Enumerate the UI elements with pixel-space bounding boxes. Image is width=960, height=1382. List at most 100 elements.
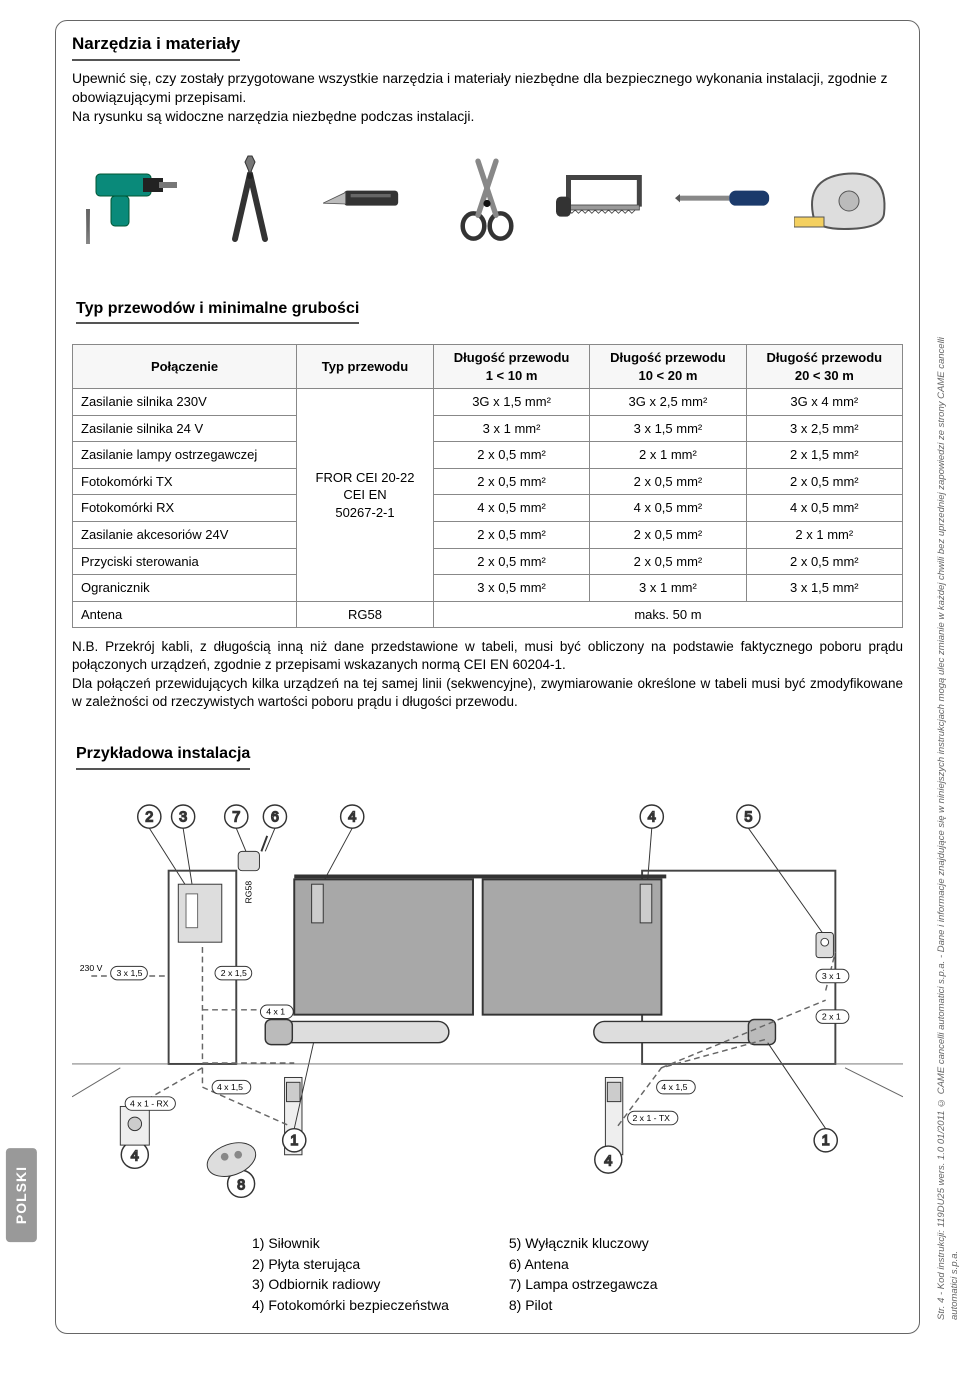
- cell-connection: Antena: [73, 601, 297, 628]
- svg-text:4: 4: [348, 809, 356, 825]
- cell-value: 2 x 0,5 mm²: [590, 548, 746, 575]
- cell-value: maks. 50 m: [433, 601, 902, 628]
- cutter-icon: [319, 154, 419, 244]
- svg-text:2 x 1: 2 x 1: [822, 1011, 841, 1021]
- tools-illustration-row: [72, 144, 903, 254]
- tools-section-title: Narzędzia i materiały: [72, 33, 240, 61]
- screwdriver-icon: [675, 154, 775, 244]
- cell-value: 2 x 0,5 mm²: [590, 522, 746, 549]
- svg-text:3 x 1: 3 x 1: [822, 971, 841, 981]
- table-row: Zasilanie akcesoriów 24V 2 x 0,5 mm²2 x 0…: [73, 522, 903, 549]
- scissors-icon: [437, 154, 537, 244]
- cell-value: 2 x 1 mm²: [746, 522, 902, 549]
- cell-value: 3G x 2,5 mm²: [590, 389, 746, 416]
- legend-item: 1) Siłownik: [252, 1234, 449, 1253]
- svg-text:3: 3: [179, 809, 187, 825]
- installation-diagram: 2 3 7 6 4 4 5: [72, 790, 903, 1220]
- left-actuator: [265, 1019, 449, 1044]
- table-notes: N.B. Przekrój kabli, z długością inną ni…: [72, 638, 903, 711]
- svg-text:4: 4: [131, 1148, 139, 1164]
- note-2: Dla połączeń przewidujących kilka urządz…: [72, 676, 903, 709]
- svg-text:8: 8: [237, 1177, 245, 1193]
- cell-cable-type: FROR CEI 20-22 CEI EN 50267-2-1: [297, 389, 434, 601]
- cell-connection: Fotokomórki TX: [73, 468, 297, 495]
- cell-value: 2 x 0,5 mm²: [433, 522, 589, 549]
- svg-text:7: 7: [232, 809, 240, 825]
- legend-item: 2) Płyta sterująca: [252, 1255, 449, 1274]
- measuring-tape-icon: [794, 154, 894, 244]
- legend-item: 7) Lampa ostrzegawcza: [509, 1275, 658, 1294]
- note-nb: N.B. Przekrój kabli, z długością inną ni…: [72, 639, 903, 672]
- table-row: Przyciski sterowania2 x 0,5 mm²2 x 0,5 m…: [73, 548, 903, 575]
- cell-value: 3 x 2,5 mm²: [746, 415, 902, 442]
- th-len-1: Długość przewodu 1 < 10 m: [433, 345, 589, 389]
- table-row: Zasilanie lampy ostrzegawczej 2 x 0,5 mm²…: [73, 442, 903, 469]
- svg-text:6: 6: [271, 809, 279, 825]
- th-len-1-top: Długość przewodu: [454, 350, 570, 365]
- legend-right: 5) Wyłącznik kluczowy 6) Antena7) Lampa o…: [509, 1234, 658, 1318]
- cell-cable-type: RG58: [297, 601, 434, 628]
- svg-text:4: 4: [648, 809, 656, 825]
- svg-text:230 V: 230 V: [80, 963, 103, 973]
- bubbles: 2 3 7 6 4 4 5: [138, 805, 760, 828]
- cell-value: 3 x 1,5 mm²: [590, 415, 746, 442]
- cell-connection: Zasilanie silnika 230V: [73, 389, 297, 416]
- cell-value: 2 x 0,5 mm²: [746, 468, 902, 495]
- legend-item: 4) Fotokomórki bezpieczeństwa: [252, 1296, 449, 1315]
- content-frame: Narzędzia i materiały Upewnić się, czy z…: [55, 20, 920, 1334]
- cell-value: 3 x 1,5 mm²: [746, 575, 902, 602]
- cell-connection: Zasilanie akcesoriów 24V: [73, 522, 297, 549]
- svg-text:2: 2: [145, 809, 153, 825]
- svg-text:3 x 1,5: 3 x 1,5: [116, 968, 142, 978]
- cell-value: 2 x 0,5 mm²: [746, 548, 902, 575]
- intro-line-2: Na rysunku są widoczne narzędzia niezbęd…: [72, 108, 474, 124]
- legend-item: 6) Antena: [509, 1255, 658, 1274]
- legend-item: 5) Wyłącznik kluczowy: [509, 1234, 658, 1253]
- cell-value: 2 x 0,5 mm²: [590, 468, 746, 495]
- side-copyright-note: Str. 4 - Kod instrukcji: 119DU25 wers. 1…: [936, 320, 950, 1320]
- th-type: Typ przewodu: [297, 345, 434, 389]
- svg-text:2 x 1 - TX: 2 x 1 - TX: [632, 1113, 670, 1123]
- svg-text:5: 5: [744, 809, 752, 825]
- svg-text:1: 1: [290, 1133, 298, 1149]
- th-connection: Połączenie: [73, 345, 297, 389]
- table-row: Ogranicznik3 x 0,5 mm²3 x 1 mm²3 x 1,5 m…: [73, 575, 903, 602]
- cell-value: 3 x 1 mm²: [590, 575, 746, 602]
- th-len-3-bot: 20 < 30 m: [795, 368, 854, 383]
- cell-connection: Zasilanie lampy ostrzegawczej: [73, 442, 297, 469]
- cell-value: 4 x 0,5 mm²: [433, 495, 589, 522]
- table-row: Fotokomórki RX4 x 0,5 mm²4 x 0,5 mm²4 x …: [73, 495, 903, 522]
- table-row: Zasilanie silnika 230VFROR CEI 20-22 CEI…: [73, 389, 903, 416]
- svg-text:4 x 1: 4 x 1: [266, 1006, 285, 1016]
- svg-text:RG58: RG58: [244, 880, 254, 903]
- cell-value: 2 x 0,5 mm²: [433, 468, 589, 495]
- th-len-2: Długość przewodu 10 < 20 m: [590, 345, 746, 389]
- svg-text:4 x 1,5: 4 x 1,5: [217, 1082, 243, 1092]
- cell-value: 4 x 0,5 mm²: [746, 495, 902, 522]
- intro-line-1: Upewnić się, czy zostały przygotowane ws…: [72, 70, 888, 105]
- language-tab: POLSKI: [6, 1148, 37, 1242]
- table-row: Fotokomórki TX2 x 0,5 mm²2 x 0,5 mm²2 x …: [73, 468, 903, 495]
- svg-text:4 x 1,5: 4 x 1,5: [661, 1082, 687, 1092]
- svg-text:1: 1: [822, 1133, 830, 1149]
- th-len-2-bot: 10 < 20 m: [638, 368, 697, 383]
- th-len-3-top: Długość przewodu: [767, 350, 883, 365]
- cable-table: Połączenie Typ przewodu Długość przewodu…: [72, 344, 903, 628]
- cell-value: 2 x 0,5 mm²: [433, 548, 589, 575]
- intro-text: Upewnić się, czy zostały przygotowane ws…: [72, 69, 903, 126]
- th-len-2-top: Długość przewodu: [610, 350, 726, 365]
- th-len-3: Długość przewodu 20 < 30 m: [746, 345, 902, 389]
- cell-value: 3G x 4 mm²: [746, 389, 902, 416]
- legend: 1) Siłownik 2) Płyta sterująca3) Odbiorni…: [252, 1234, 903, 1318]
- th-len-1-bot: 1 < 10 m: [486, 368, 538, 383]
- legend-item: 3) Odbiornik radiowy: [252, 1275, 449, 1294]
- legend-item: 8) Pilot: [509, 1296, 658, 1315]
- cell-value: 4 x 0,5 mm²: [590, 495, 746, 522]
- example-install-title: Przykładowa instalacja: [76, 743, 250, 770]
- cable-section-title: Typ przewodów i minimalne grubości: [76, 298, 359, 325]
- table-row: Zasilanie silnika 24 V3 x 1 mm²3 x 1,5 m…: [73, 415, 903, 442]
- hacksaw-icon: [556, 154, 656, 244]
- cell-connection: Fotokomórki RX: [73, 495, 297, 522]
- cell-value: 2 x 0,5 mm²: [433, 442, 589, 469]
- cell-value: 2 x 1 mm²: [590, 442, 746, 469]
